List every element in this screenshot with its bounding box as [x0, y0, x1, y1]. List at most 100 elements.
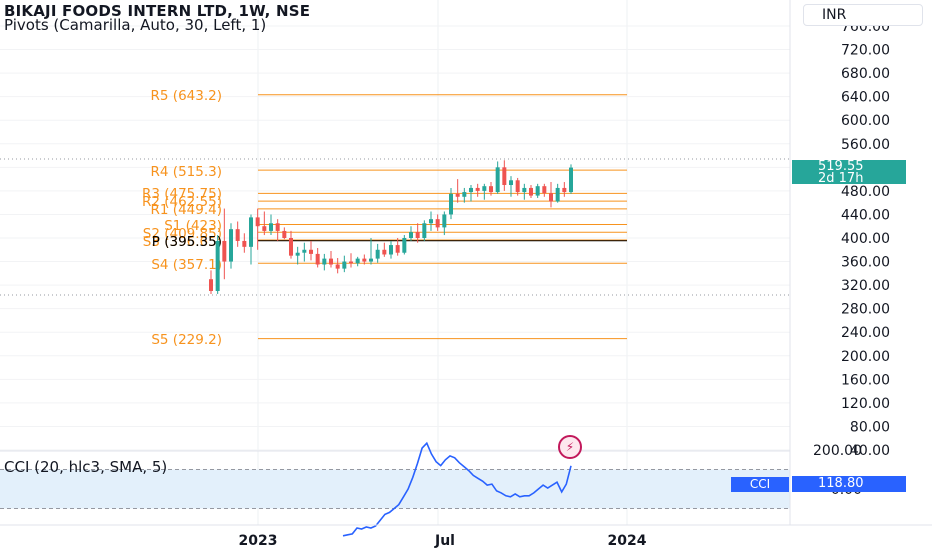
- candle-body: [402, 238, 407, 253]
- time-axis-label: Jul: [434, 533, 455, 549]
- candle-body: [222, 240, 227, 262]
- cci-series-tag: CCI: [731, 477, 789, 492]
- price-axis-label: 40.00: [850, 443, 890, 459]
- price-axis-label: 480.00: [841, 184, 890, 200]
- price-axis-label: 400.00: [841, 231, 890, 247]
- pivot-level-label: S1 (423): [164, 218, 222, 234]
- candle-body: [449, 193, 453, 215]
- price-axis-label: 640.00: [841, 90, 890, 106]
- candle-body: [562, 187, 567, 193]
- time-axis-label: 2024: [608, 533, 647, 549]
- candle-body: [242, 240, 247, 247]
- candle-body: [529, 187, 533, 196]
- candle-body: [369, 258, 373, 262]
- pivots-indicator-label[interactable]: Pivots (Camarilla, Auto, 30, Left, 1): [4, 16, 267, 34]
- price-axis-label: 360.00: [841, 255, 890, 271]
- price-axis-label: 320.00: [841, 278, 890, 294]
- price-axis-label: 200.00: [841, 349, 890, 365]
- candle-body: [555, 187, 560, 202]
- pivot-level-label: R4 (515.3): [151, 164, 222, 180]
- candle-body: [269, 223, 273, 231]
- candle-body: [249, 217, 253, 247]
- candle-body: [235, 229, 240, 241]
- candle-body: [489, 186, 493, 193]
- candle-body: [495, 167, 500, 193]
- bar-countdown: 2d 17h: [818, 171, 864, 186]
- candle-body: [462, 192, 467, 197]
- price-axis-label: 560.00: [841, 137, 890, 153]
- candle-body: [395, 245, 400, 253]
- candle-body: [542, 186, 547, 194]
- price-axis-label: 680.00: [841, 66, 890, 82]
- pivot-level-label: S2 (409.85): [143, 226, 222, 242]
- candle-body: [209, 279, 213, 291]
- candle-body: [229, 229, 233, 262]
- candle-body: [255, 217, 260, 227]
- candle-body: [409, 232, 413, 238]
- candle-body: [335, 264, 340, 269]
- candle-body: [422, 223, 427, 238]
- candle-body: [535, 186, 540, 196]
- candle-body: [549, 193, 553, 202]
- price-axis-label: 600.00: [841, 113, 890, 129]
- price-axis-label: 280.00: [841, 302, 890, 318]
- pivot-level-label: R1 (449.4): [151, 202, 222, 218]
- candle-body: [482, 186, 487, 191]
- candle-body: [382, 249, 387, 255]
- price-axis-label: 160.00: [841, 372, 890, 388]
- cci-value-tag: 118.80: [792, 476, 906, 492]
- candle-body: [302, 249, 307, 253]
- candle-body: [355, 258, 360, 264]
- candle-body: [289, 238, 293, 256]
- candle-body: [389, 245, 393, 255]
- pivot-level-label: R5 (643.2): [151, 88, 222, 104]
- candle-body: [455, 193, 460, 197]
- candle-body: [509, 180, 513, 185]
- current-price-value: 519.55: [818, 159, 864, 174]
- pivot-level-label: S5 (229.2): [151, 332, 222, 348]
- candle-body: [215, 240, 220, 291]
- candle-body: [469, 187, 473, 193]
- candle-body: [329, 258, 333, 265]
- candle-body: [429, 219, 433, 224]
- candle-body: [322, 258, 327, 265]
- candle-body: [315, 253, 320, 265]
- price-axis-label: 720.00: [841, 43, 890, 59]
- candle-body: [502, 167, 507, 185]
- candle-body: [262, 226, 267, 231]
- price-axis-label: 80.00: [850, 419, 890, 435]
- candle-body: [442, 214, 447, 228]
- candle-body: [309, 249, 313, 254]
- cci-band: [0, 469, 790, 509]
- current-price-tag: 519.55 2d 17h: [792, 159, 906, 186]
- cci-line: [342, 441, 572, 537]
- candle-body: [522, 187, 527, 193]
- pivot-level-label: R3 (475.75): [142, 186, 222, 202]
- candle-body: [295, 252, 300, 256]
- candle-body: [362, 258, 367, 262]
- price-axis-label: 440.00: [841, 207, 890, 223]
- pivot-level-label: S4 (357.1): [151, 257, 222, 273]
- candle-body: [415, 232, 420, 238]
- pivot-level-label: R2 (462.55): [142, 194, 222, 210]
- candle-body: [435, 219, 440, 228]
- candle-body: [342, 261, 347, 269]
- pivot-level-label: P (395.35): [152, 234, 222, 250]
- pivot-level-label: S3 (396.65): [143, 234, 222, 250]
- time-axis-label: 2023: [239, 533, 278, 549]
- cci-axis-label: 200.00: [813, 443, 862, 459]
- candle-body: [349, 261, 353, 264]
- currency-selector[interactable]: INR: [803, 4, 923, 26]
- candle-body: [282, 230, 287, 238]
- candle-body: [475, 187, 480, 191]
- flash-icon[interactable]: ⚡: [558, 435, 582, 459]
- candle-body: [275, 223, 280, 231]
- cci-indicator-label[interactable]: CCI (20, hlc3, SMA, 5): [4, 458, 168, 476]
- price-axis-label: 120.00: [841, 396, 890, 412]
- price-axis-label: 240.00: [841, 325, 890, 341]
- symbol-title[interactable]: BIKAJI FOODS INTERN LTD, 1W, NSE: [4, 2, 311, 20]
- candle-body: [375, 249, 380, 259]
- candle-body: [515, 180, 520, 193]
- candle-body: [569, 167, 573, 193]
